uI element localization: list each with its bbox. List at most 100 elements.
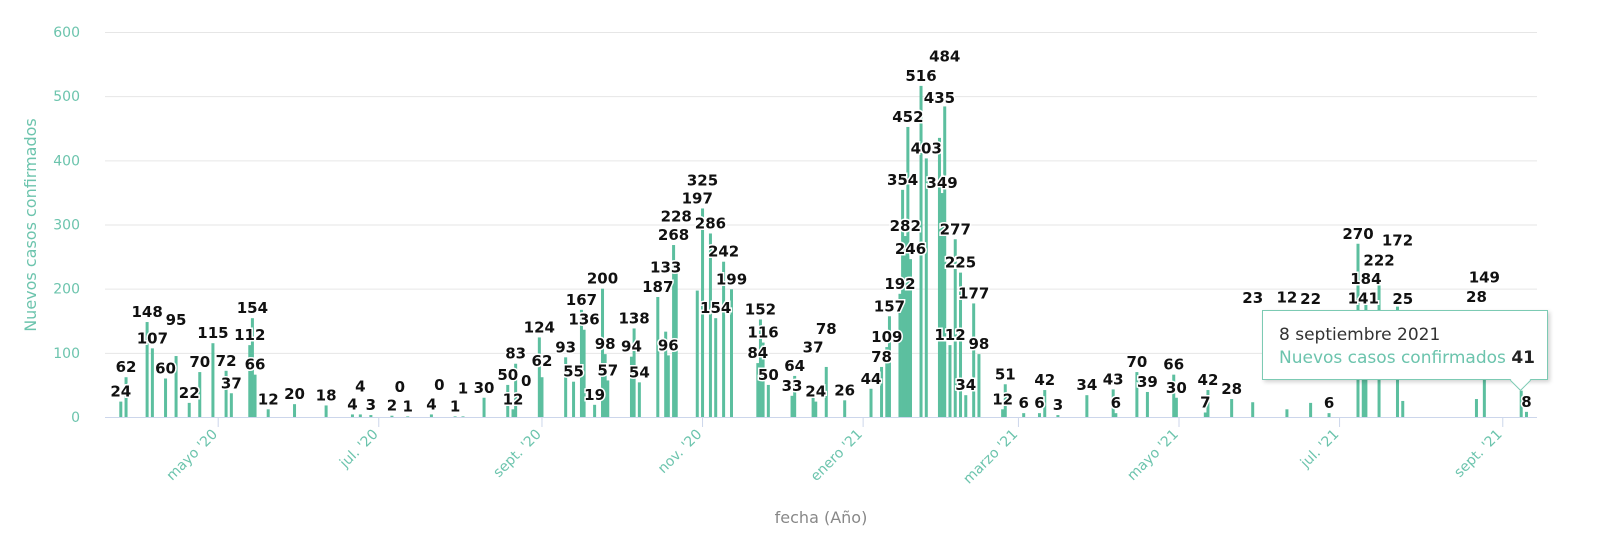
bar — [593, 404, 597, 417]
data-label: 34 — [1076, 376, 1097, 394]
bar — [350, 414, 354, 417]
bar — [906, 126, 910, 417]
data-label: 3 — [366, 396, 376, 414]
data-label: 6 — [1111, 394, 1121, 412]
x-axis-ticks: mayo '20 jul. '20 sept. '20 nov. '20 enero '… — [164, 417, 1506, 487]
data-label: 60 — [155, 360, 176, 378]
data-label: 50 — [758, 366, 779, 384]
data-label: 39 — [1137, 373, 1158, 391]
bar — [1203, 412, 1207, 417]
bar — [253, 374, 257, 417]
x-tick-label: jul. '20 — [336, 427, 381, 472]
data-label: 109 — [871, 328, 902, 346]
data-label: 20 — [284, 385, 305, 403]
bar — [1022, 413, 1026, 417]
data-label: 24 — [110, 383, 131, 401]
bar — [898, 293, 902, 417]
bar — [919, 85, 923, 418]
y-tick-label: 200 — [53, 282, 80, 298]
bar — [811, 393, 815, 417]
data-label: 141 — [1348, 290, 1379, 308]
data-label: 54 — [629, 363, 650, 381]
bar — [1001, 409, 1005, 417]
bar — [790, 395, 794, 417]
data-label: 3 — [1053, 396, 1063, 414]
data-label: 30 — [474, 379, 495, 397]
bar — [1056, 415, 1060, 417]
bar — [869, 388, 873, 417]
data-label: 33 — [782, 377, 803, 395]
bar — [1043, 390, 1047, 417]
bar — [756, 363, 760, 417]
bar — [248, 345, 252, 417]
data-label: 157 — [874, 297, 905, 315]
data-label: 0 — [434, 376, 444, 394]
bar — [369, 415, 373, 417]
bar — [1085, 395, 1089, 417]
data-label: 4 — [426, 395, 436, 413]
data-label: 452 — [892, 108, 923, 126]
data-label: 12 — [992, 390, 1013, 408]
data-label: 197 — [682, 190, 713, 208]
data-label: 70 — [1126, 353, 1147, 371]
data-label: 246 — [895, 240, 926, 258]
bar — [977, 354, 981, 417]
data-label: 187 — [642, 278, 673, 296]
bar — [124, 377, 128, 417]
bar — [1230, 399, 1234, 417]
data-label: 1 — [450, 397, 460, 415]
data-label: 44 — [861, 370, 882, 388]
bar — [198, 372, 202, 417]
tooltip: 8 septiembre 2021 Nuevos casos confirmad… — [1262, 310, 1548, 392]
data-label: 34 — [955, 376, 976, 394]
bar — [701, 208, 705, 417]
bar — [714, 318, 718, 417]
data-label: 78 — [816, 320, 837, 338]
tooltip-series-name: Nuevos casos confirmados — [1279, 348, 1506, 368]
data-label: 98 — [969, 335, 990, 353]
data-label: 12 — [258, 390, 279, 408]
bar — [959, 272, 963, 417]
y-tick-label: 0 — [71, 410, 80, 426]
y-tick-label: 500 — [53, 89, 80, 105]
data-label: 6 — [1034, 394, 1044, 412]
data-label: 116 — [747, 324, 778, 342]
data-label: 228 — [661, 208, 692, 226]
bar — [606, 380, 610, 417]
bar — [637, 382, 641, 417]
data-label: 148 — [131, 303, 162, 321]
data-label: 516 — [905, 67, 936, 85]
bar — [1111, 389, 1115, 417]
data-label: 12 — [1276, 288, 1297, 306]
bar — [758, 319, 762, 417]
data-label: 83 — [505, 345, 526, 363]
bar — [885, 347, 889, 417]
bar — [880, 366, 884, 417]
x-tick-label: mayo '20 — [164, 427, 221, 484]
data-label: 28 — [1221, 380, 1242, 398]
y-tick-label: 600 — [53, 25, 80, 41]
bar — [953, 239, 957, 417]
bar — [964, 395, 968, 417]
bar — [572, 381, 576, 417]
bar — [603, 354, 607, 417]
bar — [187, 402, 191, 417]
bar — [358, 414, 362, 417]
bar — [909, 259, 912, 417]
bar — [145, 322, 149, 417]
data-label: 282 — [890, 217, 921, 235]
bar — [1145, 391, 1149, 417]
x-axis-title: fecha (Año) — [775, 508, 868, 527]
data-label: 136 — [568, 311, 599, 329]
data-label: 270 — [1342, 225, 1373, 243]
data-label: 112 — [234, 326, 265, 344]
bar — [1174, 397, 1178, 417]
data-label: 7 — [1200, 394, 1210, 412]
y-axis-ticks: 0 100 200 300 400 500 600 — [53, 25, 80, 426]
bar — [453, 416, 457, 417]
x-tick-label: enero '21 — [808, 427, 866, 485]
bar — [1327, 413, 1331, 417]
gridlines — [105, 32, 1537, 418]
tooltip-series: Nuevos casos confirmados 41 — [1279, 348, 1535, 368]
